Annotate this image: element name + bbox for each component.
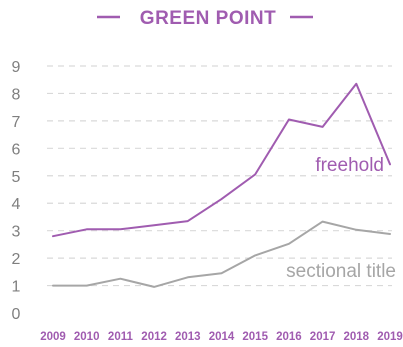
chart-title-text: GREEN POINT bbox=[140, 8, 276, 29]
series-line-0 bbox=[52, 82, 391, 238]
x-tick-label: 2016 bbox=[276, 331, 302, 343]
series-lines bbox=[52, 82, 391, 288]
y-tick-label: 5 bbox=[12, 169, 21, 186]
x-tick-label: 2009 bbox=[40, 331, 66, 343]
y-tick-label: 0 bbox=[12, 306, 21, 323]
y-tick-label: 8 bbox=[12, 86, 21, 103]
x-tick-label: 2010 bbox=[74, 331, 100, 343]
y-tick-label: 4 bbox=[12, 196, 21, 213]
x-tick-label: 2011 bbox=[108, 331, 134, 343]
gridlines bbox=[47, 65, 392, 287]
y-tick-label: 2 bbox=[12, 251, 21, 268]
x-tick-label: 2015 bbox=[242, 331, 268, 343]
x-tick-label: 2018 bbox=[344, 331, 370, 343]
x-tick-label: 2019 bbox=[377, 331, 403, 343]
series-labels: freehold sectional title bbox=[286, 155, 396, 282]
y-tick-label: 6 bbox=[12, 141, 21, 158]
series-label-1: sectional title bbox=[286, 261, 396, 282]
series-line-1 bbox=[52, 220, 391, 288]
y-tick-label: 1 bbox=[12, 279, 21, 296]
y-axis-ticks: 0 1 2 3 4 5 6 7 8 9 bbox=[12, 59, 21, 323]
chart-title: GREEN POINT bbox=[97, 8, 313, 29]
x-axis-ticks: 2009 2010 2011 2012 2013 2014 2015 2016 2017 2018… bbox=[40, 331, 403, 343]
x-tick-label: 2013 bbox=[175, 331, 201, 343]
series-label-0: freehold bbox=[315, 155, 384, 176]
y-tick-label: 3 bbox=[12, 224, 21, 241]
x-tick-label: 2014 bbox=[209, 331, 235, 343]
y-tick-label: 9 bbox=[12, 59, 21, 76]
x-tick-label: 2012 bbox=[141, 331, 167, 343]
x-tick-label: 2017 bbox=[310, 331, 336, 343]
y-tick-label: 7 bbox=[12, 114, 21, 131]
